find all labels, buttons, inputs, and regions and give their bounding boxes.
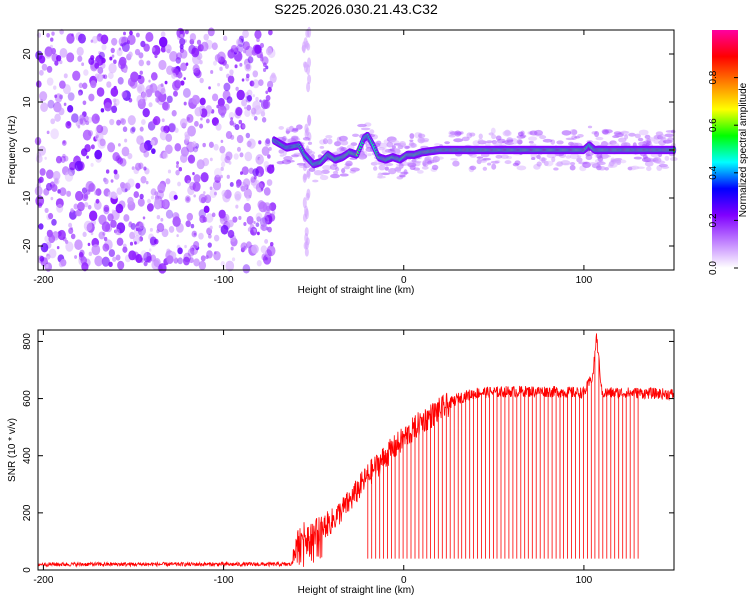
snr-x-ticks: -200 -100 0 100: [33, 330, 593, 586]
spectrogram-x-tick-label: -200: [33, 275, 53, 286]
colorbar-tick-label: 0.4: [708, 165, 719, 179]
colorbar-gradient: [712, 30, 738, 268]
spectrogram-y-tick-label: 10: [22, 96, 33, 108]
colorbar-tick-label: 0.0: [708, 261, 719, 275]
snr-x-tick-label: 0: [401, 575, 407, 586]
snr-panel: -200 -100 0 100 0 200 400 600 800 Height of str…: [7, 329, 675, 596]
colorbar-tick-label: 0.6: [708, 118, 719, 132]
spectrogram-carrier-trace: [271, 131, 677, 169]
colorbar: 0.0 0.2 0.4 0.6 0.8 Normalized spectral ampl…: [708, 30, 749, 275]
spectrogram-noise: [34, 26, 678, 274]
snr-plot-area: [38, 330, 674, 570]
colorbar-ticks: 0.0 0.2 0.4 0.6 0.8: [708, 70, 738, 275]
spectrogram-x-ticks: -200 -100 0 100: [33, 30, 593, 286]
snr-x-tick-label: -200: [33, 575, 53, 586]
spectrogram-x-tick-label: 0: [401, 275, 407, 286]
snr-x-tick-label: -100: [214, 575, 234, 586]
colorbar-tick-label: 0.2: [708, 213, 719, 227]
spectrogram-x-tick-label: -100: [214, 275, 234, 286]
spectrogram-y-tick-label: 0: [22, 147, 33, 153]
snr-y-label: SNR (10 * v/v): [7, 418, 18, 482]
colorbar-label: Normalized spectral amplitude: [738, 82, 749, 217]
snr-y-tick-label: 600: [22, 390, 33, 407]
snr-y-tick-label: 200: [22, 504, 33, 521]
snr-y-tick-label: 800: [22, 333, 33, 350]
spectrogram-y-ticks: 20 10 0 -10 -20: [22, 48, 674, 253]
snr-frame: [37, 329, 675, 571]
spectrogram-y-tick-label: -20: [22, 238, 33, 253]
snr-y-ticks: 0 200 400 600 800: [22, 333, 674, 573]
snr-series-line: [37, 333, 674, 568]
snr-x-label: Height of straight line (km): [298, 585, 415, 596]
snr-x-tick-label: 100: [576, 575, 593, 586]
spectrogram-x-label: Height of straight line (km): [298, 285, 415, 296]
colorbar-tick-label: 0.8: [708, 70, 719, 84]
snr-y-tick-label: 0: [22, 567, 33, 573]
spectrogram-x-tick-label: 100: [576, 275, 593, 286]
snr-y-tick-label: 400: [22, 447, 33, 464]
figure-title: S225.2026.030.21.43.C32: [274, 1, 438, 17]
spectrogram-y-tick-label: -10: [22, 190, 33, 205]
spectrogram-y-label: Frequency (Hz): [7, 116, 18, 185]
spectrogram-y-tick-label: 20: [22, 48, 33, 60]
